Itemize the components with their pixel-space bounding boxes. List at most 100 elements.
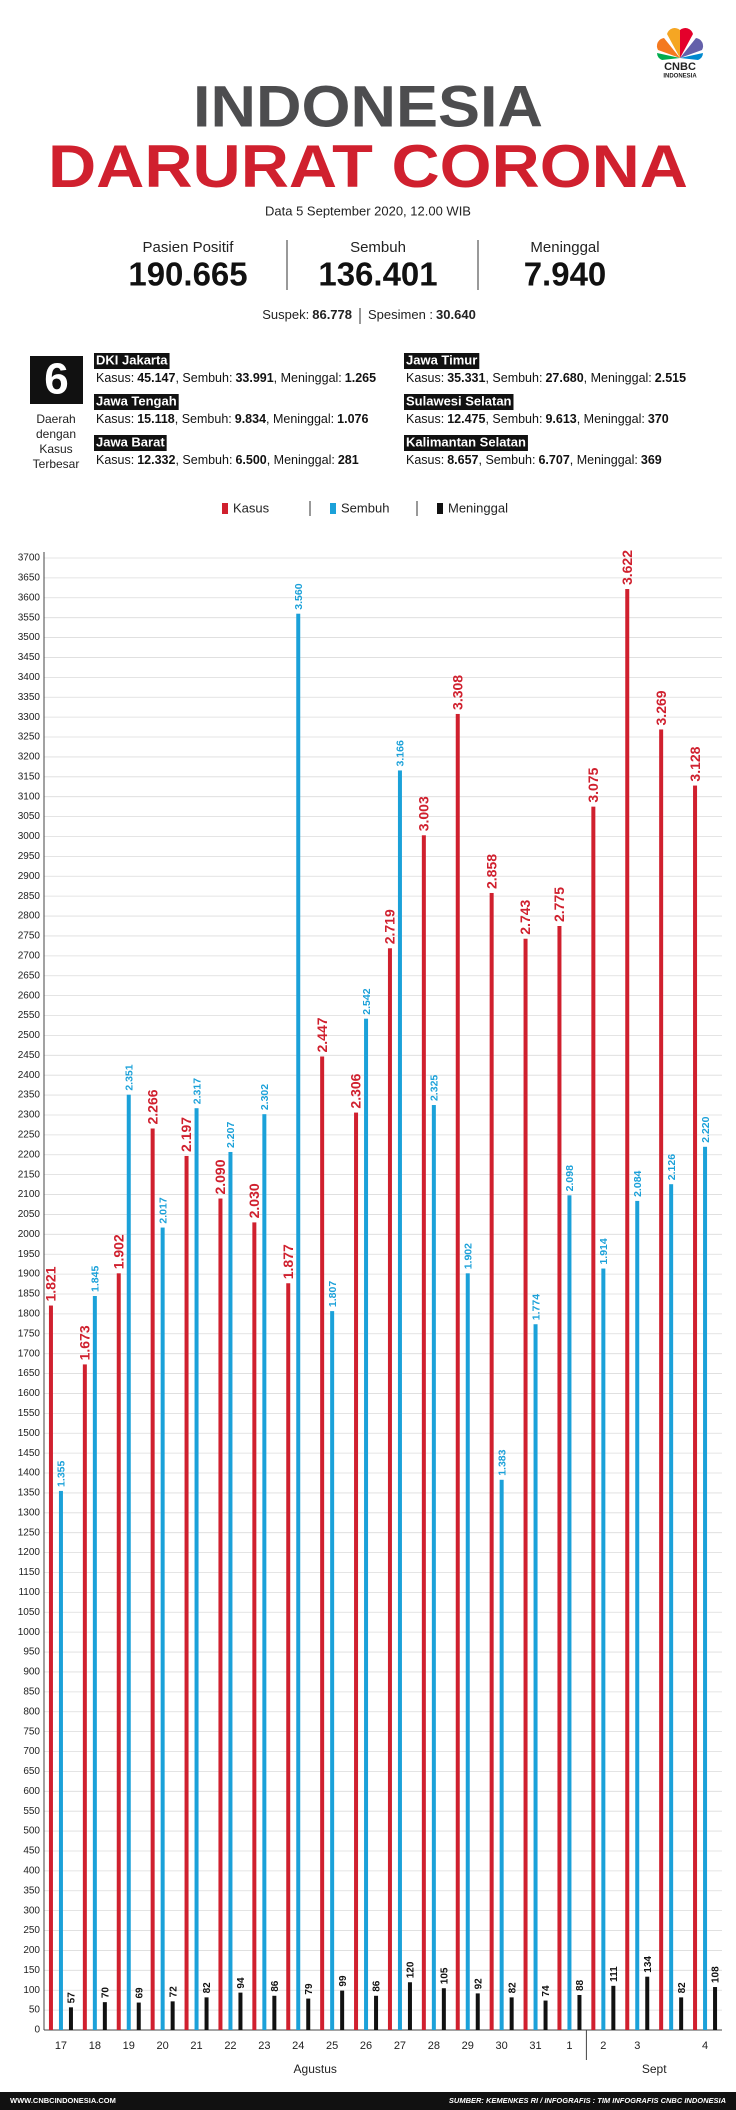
y-tick-label: 150 xyxy=(23,1965,40,1976)
spesimen-value: 30.640 xyxy=(436,307,476,322)
value-label: 99 xyxy=(338,1975,349,1987)
y-tick-label: 2100 xyxy=(18,1189,41,1200)
suspek-value: 86.778 xyxy=(312,307,352,322)
logo: CNBC INDONESIA xyxy=(656,28,704,80)
region-field: , Sembuh: xyxy=(485,371,542,385)
region-name-bg xyxy=(404,435,528,451)
bar xyxy=(567,1195,572,2030)
count-box xyxy=(30,356,83,404)
bar xyxy=(364,1018,369,2030)
bar xyxy=(306,1998,311,2030)
value-label: 111 xyxy=(609,1966,620,1982)
region-field: , Meninggal: xyxy=(274,371,342,385)
bar xyxy=(238,1992,243,2030)
y-tick-label: 1600 xyxy=(18,1388,41,1399)
y-tick-label: 1450 xyxy=(18,1448,41,1459)
y-tick-label: 2750 xyxy=(18,931,41,942)
x-tick-label: 29 xyxy=(462,2040,474,2052)
region-name: Jawa Timur xyxy=(406,352,477,367)
bar xyxy=(340,1990,345,2030)
region-value: 27.680 xyxy=(545,371,583,385)
bar xyxy=(354,1112,359,2030)
bar xyxy=(475,1993,480,2030)
bar xyxy=(82,1364,87,2030)
bar xyxy=(625,589,630,2030)
region-stats: Kasus: 12.332, Sembuh: 6.500, Meninggal: 28… xyxy=(96,453,359,467)
region-field: Kasus: xyxy=(406,371,444,385)
y-tick-label: 750 xyxy=(23,1726,40,1737)
region-stats: Kasus: 8.657, Sembuh: 6.707, Meninggal: 369 xyxy=(406,453,662,467)
y-tick-label: 1200 xyxy=(18,1547,41,1558)
region-name-bg xyxy=(404,353,480,369)
y-tick-label: 2150 xyxy=(18,1169,41,1180)
region-value: 12.475 xyxy=(447,412,485,426)
value-label: 72 xyxy=(168,1986,179,1998)
region-name: Sulawesi Selatan xyxy=(406,393,512,408)
y-tick-label: 500 xyxy=(23,1826,40,1837)
value-label: 2.207 xyxy=(225,1122,237,1148)
x-tick-label: 30 xyxy=(496,2040,508,2052)
value-label: 1.355 xyxy=(56,1460,68,1486)
y-tick-label: 2800 xyxy=(18,911,41,922)
region-count: 6 xyxy=(44,355,68,404)
region-field: Kasus: xyxy=(96,371,134,385)
y-tick-label: 1900 xyxy=(18,1269,41,1280)
footer-bar xyxy=(0,2092,736,2110)
logo-petal xyxy=(667,28,680,58)
bar xyxy=(703,1146,708,2030)
y-tick-label: 3350 xyxy=(18,692,41,703)
bar xyxy=(218,1198,223,2030)
y-tick-label: 3000 xyxy=(18,831,41,842)
region-value: 1.076 xyxy=(337,412,368,426)
y-tick-label: 950 xyxy=(23,1647,40,1658)
y-tick-label: 1850 xyxy=(18,1289,41,1300)
region-caption: dengan xyxy=(36,427,76,441)
bar xyxy=(150,1128,155,2030)
title-red: DARURAT CORONA xyxy=(48,133,688,200)
bar xyxy=(577,1994,582,2030)
y-tick-label: 2300 xyxy=(18,1110,41,1121)
value-label: 2.098 xyxy=(564,1165,576,1191)
bar xyxy=(455,713,460,2031)
legend-swatch xyxy=(330,503,336,514)
region-value: 15.118 xyxy=(137,412,175,426)
x-tick-label: 31 xyxy=(529,2040,541,2052)
x-tick-label: 17 xyxy=(55,2040,67,2052)
value-label: 1.877 xyxy=(280,1244,296,1279)
logo-petal xyxy=(680,38,704,58)
y-tick-label: 400 xyxy=(23,1866,40,1877)
y-tick-label: 1500 xyxy=(18,1428,41,1439)
region-field: , Meninggal: xyxy=(570,453,638,467)
y-tick-label: 1550 xyxy=(18,1408,41,1419)
region-stats: Kasus: 12.475, Sembuh: 9.613, Meninggal: 37… xyxy=(406,412,669,426)
value-label: 2.084 xyxy=(632,1170,644,1196)
date: Data 5 September 2020, 12.00 WIB xyxy=(265,203,471,218)
value-label: 134 xyxy=(643,1956,654,1973)
value-label: 3.269 xyxy=(653,690,669,725)
value-label: 1.902 xyxy=(463,1243,475,1269)
y-tick-label: 3050 xyxy=(18,811,41,822)
value-label: 2.775 xyxy=(551,887,567,922)
bar xyxy=(713,1987,718,2030)
region-field: , Meninggal: xyxy=(267,453,335,467)
bar xyxy=(126,1094,131,2030)
y-tick-label: 3100 xyxy=(18,791,41,802)
region-value: 45.147 xyxy=(137,371,175,385)
region-value: 2.515 xyxy=(655,371,686,385)
x-tick-label: 20 xyxy=(157,2040,169,2052)
region-name-bg xyxy=(404,394,514,410)
y-tick-label: 900 xyxy=(23,1667,40,1678)
value-label: 1.902 xyxy=(110,1234,126,1269)
bar xyxy=(320,1056,325,2030)
region-value: 12.332 xyxy=(137,453,175,467)
y-tick-label: 1650 xyxy=(18,1368,41,1379)
value-label: 120 xyxy=(406,1961,417,1978)
bar xyxy=(421,835,426,2030)
value-label: 74 xyxy=(541,1985,552,1997)
bar xyxy=(635,1200,640,2030)
footer-left: WWW.CNBCINDONESIA.COM xyxy=(10,2096,116,2105)
spesimen: Spesimen :30.640 xyxy=(368,307,476,322)
y-tick-label: 2500 xyxy=(18,1030,41,1041)
bar xyxy=(228,1151,233,2030)
y-tick-label: 1050 xyxy=(18,1607,41,1618)
